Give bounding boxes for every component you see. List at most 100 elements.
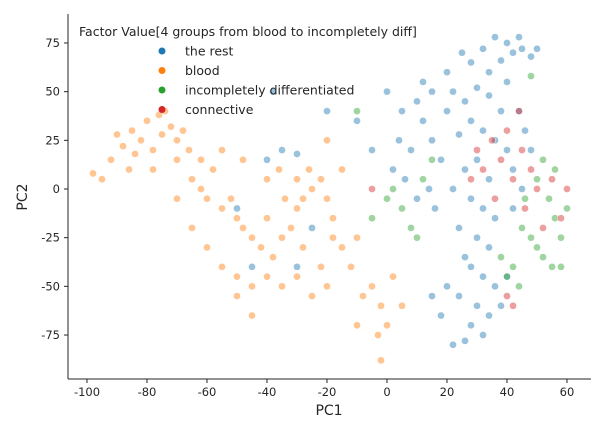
data-point: [509, 165, 517, 174]
data-point: [149, 146, 157, 154]
data-point: [557, 263, 565, 271]
data-point: [398, 301, 406, 310]
data-point: [338, 165, 346, 174]
data-point: [518, 44, 526, 53]
data-point: [173, 155, 181, 164]
data-point: [257, 243, 265, 252]
data-point: [407, 224, 415, 232]
data-point: [467, 117, 475, 125]
data-point: [467, 321, 475, 330]
data-point: [149, 165, 157, 174]
data-point: [485, 243, 493, 252]
data-point: [467, 175, 475, 184]
data-point: [119, 142, 127, 151]
data-point: [509, 48, 517, 57]
data-point: [308, 185, 316, 193]
data-point: [239, 224, 247, 232]
data-point: [455, 130, 463, 139]
series-2: [353, 72, 571, 291]
series-1: [89, 107, 406, 365]
data-point: [551, 165, 559, 174]
data-point: [563, 204, 571, 213]
data-point: [227, 194, 235, 203]
data-point: [203, 243, 211, 252]
data-point: [293, 272, 301, 281]
data-point: [299, 194, 307, 203]
data-point: [503, 78, 511, 86]
data-point: [497, 56, 505, 65]
data-point: [467, 58, 475, 67]
data-point: [548, 175, 556, 184]
data-point: [167, 122, 175, 131]
data-point: [239, 155, 247, 164]
data-point: [449, 340, 457, 349]
data-point: [398, 204, 406, 213]
data-point: [473, 233, 481, 242]
data-point: [308, 224, 316, 232]
data-point: [107, 155, 115, 164]
data-point: [428, 136, 436, 145]
data-point: [419, 78, 427, 86]
data-point: [548, 263, 556, 271]
x-axis-label: PC1: [315, 403, 342, 419]
x-tick-label: -20: [318, 385, 337, 399]
data-point: [413, 97, 421, 106]
data-point: [437, 311, 445, 320]
y-tick-label: 50: [45, 85, 60, 99]
data-point: [485, 68, 493, 77]
data-point: [515, 282, 523, 291]
y-tick-label: -75: [41, 328, 60, 342]
y-tick-label: 0: [53, 182, 60, 196]
data-point: [353, 107, 361, 115]
data-point: [401, 175, 409, 184]
data-point: [293, 204, 301, 213]
data-point: [461, 253, 469, 261]
x-tick-label: -100: [74, 385, 100, 399]
data-point: [323, 282, 331, 291]
data-point: [329, 233, 337, 242]
legend-label: the rest: [185, 44, 234, 59]
data-point: [533, 243, 541, 252]
data-point: [479, 165, 487, 174]
data-point: [491, 33, 499, 41]
data-point: [368, 282, 376, 291]
data-point: [509, 301, 517, 310]
data-point: [503, 292, 511, 300]
data-point: [461, 165, 469, 174]
y-tick-label: -50: [41, 279, 60, 293]
data-point: [473, 155, 481, 164]
data-point: [518, 185, 526, 193]
data-point: [527, 165, 535, 174]
data-point: [425, 185, 433, 193]
data-point: [173, 194, 181, 203]
data-point: [443, 282, 451, 291]
data-point: [539, 253, 547, 261]
data-point: [275, 165, 283, 174]
data-point: [248, 311, 256, 320]
data-point: [428, 87, 436, 96]
data-point: [305, 165, 313, 174]
data-point: [278, 233, 286, 242]
data-point: [533, 175, 541, 184]
legend-label: incompletely differentiated: [185, 83, 354, 98]
data-point: [419, 117, 427, 125]
data-point: [359, 292, 367, 300]
data-point: [503, 146, 511, 154]
x-tick-label: 0: [383, 385, 390, 399]
data-point: [131, 150, 139, 158]
data-point: [497, 253, 505, 261]
data-point: [389, 185, 397, 193]
data-point: [317, 175, 325, 184]
data-point: [137, 136, 145, 145]
data-point: [218, 204, 226, 213]
data-point: [278, 282, 286, 291]
x-tick-label: 40: [500, 385, 515, 399]
data-point: [188, 224, 196, 232]
x-tick-label: 20: [440, 385, 455, 399]
series-3: [368, 107, 571, 310]
data-point: [521, 204, 529, 213]
data-point: [293, 150, 301, 158]
data-point: [233, 204, 241, 213]
data-point: [158, 130, 166, 139]
